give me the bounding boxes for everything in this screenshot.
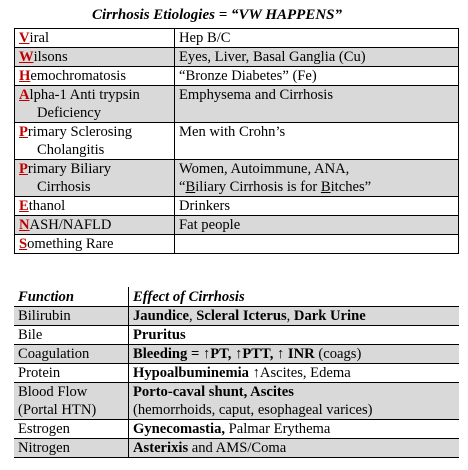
function-name: Protein — [14, 363, 129, 383]
etiology-name: Primary Sclerosing Cholangitis — [14, 122, 175, 160]
etiology-name: Hemochromatosis — [14, 66, 175, 86]
etiology-row: Ethanol Drinkers — [14, 196, 459, 216]
etiology-note: Hep B/C — [174, 28, 459, 48]
etiology-row: Something Rare — [14, 234, 459, 254]
function-row: Estrogen Gynecomastia, Palmar Erythema — [14, 419, 459, 439]
function-row: Blood Flow (Portal HTN) Porto-caval shunt,… — [14, 382, 459, 420]
function-row: Bile Pruritus — [14, 325, 459, 345]
function-row: Protein Hypoalbuminemia ↑Ascites, Edema — [14, 363, 459, 383]
etiology-row: Alpha-1 Anti trypsin Deficiency Emphysema… — [14, 85, 459, 123]
etiology-table: Viral Hep B/C Wilsons Eyes, Liver, Basal… — [14, 28, 459, 254]
etiology-note: Fat people — [174, 215, 459, 235]
function-column-header: Function — [14, 287, 129, 307]
etiology-row: Primary Biliary Cirrhosis Women, Autoimmu… — [14, 159, 459, 197]
etiology-note: “Bronze Diabetes” (Fe) — [174, 66, 459, 86]
function-name: Bilirubin — [14, 306, 129, 326]
function-name: Bile — [14, 325, 129, 345]
function-row: Bilirubin Jaundice, Scleral Icterus, Dark… — [14, 306, 459, 326]
function-table-body: Bilirubin Jaundice, Scleral Icterus, Dark… — [14, 306, 459, 458]
etiology-row: Hemochromatosis “Bronze Diabetes” (Fe) — [14, 66, 459, 86]
function-row: Coagulation Bleeding = ↑PT, ↑PTT, ↑ INR (… — [14, 344, 459, 364]
function-name: Coagulation — [14, 344, 129, 364]
cirrhosis-effect: Jaundice, Scleral Icterus, Dark Urine — [128, 306, 459, 326]
cirrhosis-effect: Porto-caval shunt, Ascites (hemorrhoids, … — [128, 382, 459, 420]
etiology-name: Something Rare — [14, 234, 175, 254]
etiology-row: Wilsons Eyes, Liver, Basal Ganglia (Cu) — [14, 47, 459, 67]
etiology-row: Primary Sclerosing Cholangitis Men with C… — [14, 122, 459, 160]
function-row: Nitrogen Asterixis and AMS/Coma — [14, 438, 459, 458]
function-name: Nitrogen — [14, 438, 129, 458]
etiology-name: Viral — [14, 28, 175, 48]
effect-column-header: Effect of Cirrhosis — [128, 287, 459, 307]
etiology-note: Men with Crohn’s — [174, 122, 459, 160]
etiology-row: NASH/NAFLD Fat people — [14, 215, 459, 235]
etiology-note — [174, 234, 459, 254]
function-name: Estrogen — [14, 419, 129, 439]
mnemonic-title: Cirrhosis Etiologies = “VW HAPPENS” — [92, 7, 342, 23]
cirrhosis-effect: Hypoalbuminemia ↑Ascites, Edema — [128, 363, 459, 383]
function-name: Blood Flow (Portal HTN) — [14, 382, 129, 420]
etiology-name: Ethanol — [14, 196, 175, 216]
etiology-name: NASH/NAFLD — [14, 215, 175, 235]
etiology-row: Viral Hep B/C — [14, 28, 459, 48]
etiology-name: Wilsons — [14, 47, 175, 67]
etiology-name: Alpha-1 Anti trypsin Deficiency — [14, 85, 175, 123]
cirrhosis-effect: Gynecomastia, Palmar Erythema — [128, 419, 459, 439]
function-header-row: Function Effect of Cirrhosis — [14, 287, 459, 307]
cirrhosis-effect: Asterixis and AMS/Coma — [128, 438, 459, 458]
etiology-note: Drinkers — [174, 196, 459, 216]
function-table: Function Effect of Cirrhosis Bilirubin Ja… — [14, 287, 459, 458]
cirrhosis-effect: Pruritus — [128, 325, 459, 345]
etiology-name: Primary Biliary Cirrhosis — [14, 159, 175, 197]
etiology-note: Eyes, Liver, Basal Ganglia (Cu) — [174, 47, 459, 67]
etiology-note: Women, Autoimmune, ANA, “Biliary Cirrhosi… — [174, 159, 459, 197]
cirrhosis-effect: Bleeding = ↑PT, ↑PTT, ↑ INR (coags) — [128, 344, 459, 364]
etiology-note: Emphysema and Cirrhosis — [174, 85, 459, 123]
